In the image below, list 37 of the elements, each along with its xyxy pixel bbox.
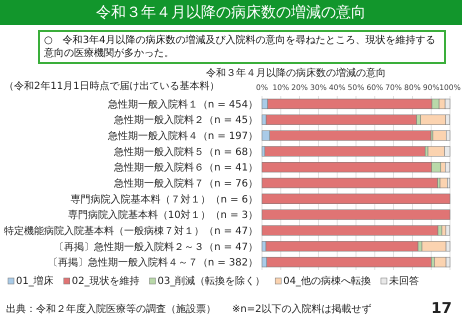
bar	[440, 178, 448, 188]
bar	[434, 256, 446, 268]
bar	[442, 225, 446, 236]
y-tick-label: 急性期一般入院料４（n = 197）	[106, 130, 258, 142]
y-axis-title: （令和2年11月1日時点で届け出ている基本料）	[4, 80, 220, 92]
legend-label: 未回答	[388, 275, 419, 287]
text: 令和３年４月以降の病床数の増減の意向	[206, 67, 386, 79]
y-tick-label: 急性期一般入院料５（n = 68）	[113, 146, 258, 158]
y-tick-label: 〔再掲〕急性期一般入院料４～７（n = 382）	[48, 256, 258, 269]
y-tick-label: 特定機能病院入院基本料（一般病棟７対１）（n = 47）	[4, 224, 258, 237]
bar	[422, 241, 446, 252]
bar	[432, 130, 446, 141]
bar	[262, 194, 450, 204]
y-tick-label: 急性期一般入院料２（n = 45）	[113, 114, 258, 126]
y-tick-label: 急性期一般入院料７（n = 76）	[113, 178, 258, 190]
legend-label: 02_現状を維持	[72, 275, 140, 287]
source-note: 出典：令和２年度入院医療等の調査（施設票）	[6, 303, 216, 315]
chart-title: 令和３年４月以降の病床数の増減の意向	[0, 0, 462, 25]
bar	[420, 114, 446, 125]
y-tick-label: 専門病院入院基本料（10対１）（n = 3）	[68, 209, 258, 222]
bar	[446, 225, 450, 236]
bar	[266, 241, 418, 252]
bar	[264, 146, 426, 157]
bar	[262, 209, 450, 220]
y-tick-label: 専門病院入院基本料（７対１）（n = 6）	[70, 193, 258, 206]
y-tick-label: 〔再掲〕急性期一般入院料２～３（n = 47）	[54, 240, 258, 253]
legend-label: 04_他の病棟へ転換	[283, 275, 371, 287]
text: 17	[431, 299, 452, 317]
bar	[262, 178, 438, 188]
text: ※n=2以下の入院料は掲載せず	[232, 303, 372, 315]
chart-subtitle: ○ 令和3年4月以降の病床数の増減及び入院料の意向を尋ねたところ、現状を維持する意向の医療機関が多かった。	[38, 30, 446, 64]
legend-label: 03_削減（転換を除く）	[157, 275, 266, 287]
bar	[266, 114, 417, 125]
y-tick-label: 急性期一般入院料１（n = 454）	[106, 98, 258, 110]
legend-label: 01_増床	[16, 275, 54, 287]
bar	[262, 225, 438, 236]
y-tick-label: 急性期一般入院料６（n = 41）	[113, 162, 258, 174]
